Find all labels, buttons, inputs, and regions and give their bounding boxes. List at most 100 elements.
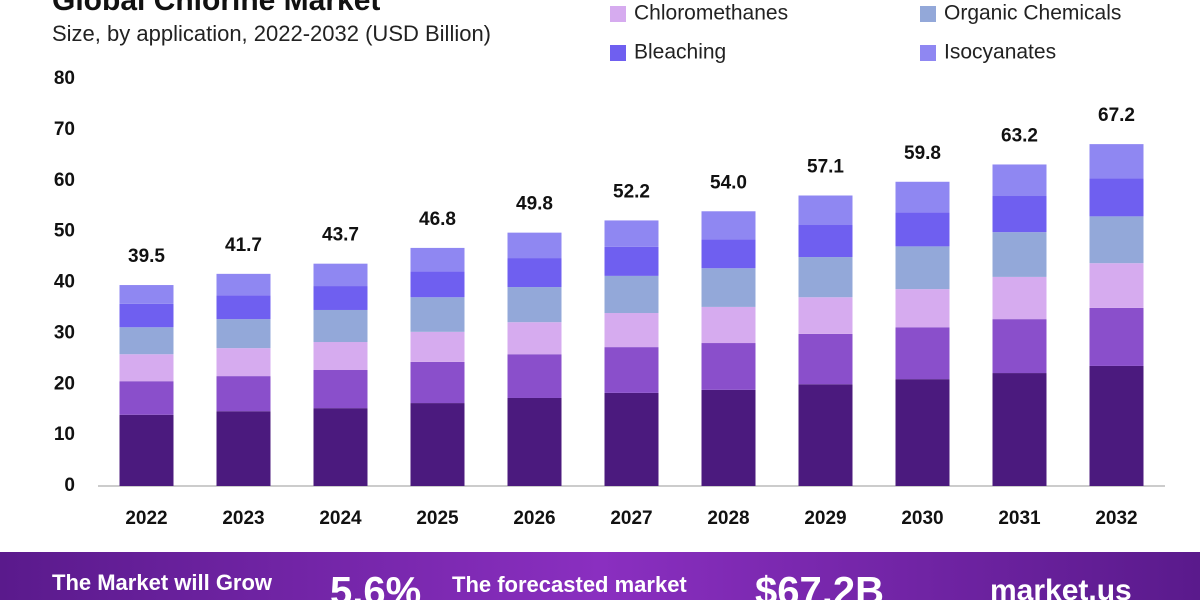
bar-segment	[410, 247, 465, 272]
y-tick-label: 80	[54, 68, 75, 89]
x-tick-label: 2030	[901, 508, 943, 529]
bar-segment	[507, 322, 562, 355]
legend-label: Isocyanates	[944, 41, 1056, 64]
footer-cagr: 5.6%	[330, 570, 421, 600]
bar-segment	[119, 381, 174, 415]
x-tick-label: 2022	[125, 508, 167, 529]
bar-segment	[1089, 144, 1144, 179]
bar-segment	[895, 181, 950, 213]
bar-segment	[992, 276, 1047, 320]
bar-segment	[798, 333, 853, 385]
y-tick-label: 40	[54, 272, 75, 293]
y-tick-label: 20	[54, 373, 75, 394]
bar-segment	[1089, 178, 1144, 217]
legend-label: Organic Chemicals	[944, 2, 1121, 25]
total-label: 49.8	[516, 194, 553, 215]
bar-segment	[798, 225, 853, 258]
bar-segment	[216, 348, 271, 377]
y-tick-label: 10	[54, 424, 75, 445]
x-tick-label: 2028	[707, 508, 749, 529]
bar-segment	[604, 347, 659, 393]
bar-segment	[1089, 263, 1144, 308]
bar-segment	[313, 342, 368, 371]
bar-segment	[798, 297, 853, 334]
bar-segment	[604, 220, 659, 247]
bar-segment	[313, 309, 368, 343]
y-tick-label: 0	[64, 475, 75, 496]
bar-segment	[216, 273, 271, 296]
total-label: 52.2	[613, 181, 650, 202]
bar-segment	[992, 196, 1047, 233]
bar-segment	[216, 295, 271, 320]
bar-segment	[119, 414, 174, 486]
total-label: 41.7	[225, 235, 262, 256]
bar-segment	[798, 257, 853, 298]
total-label: 59.8	[904, 143, 941, 164]
total-label: 57.1	[807, 157, 844, 178]
x-tick-label: 2023	[222, 508, 264, 529]
footer-brand: market.us	[990, 574, 1132, 600]
bar-segment	[216, 411, 271, 486]
total-label: 54.0	[710, 172, 747, 193]
bar-segment	[895, 212, 950, 247]
bar-segment	[604, 246, 659, 276]
legend-swatch	[610, 45, 626, 61]
footer-text: The forecasted market	[452, 572, 687, 597]
bar-segment	[604, 275, 659, 314]
legend-label: Chloromethanes	[634, 2, 788, 25]
bar-segment	[798, 195, 853, 226]
bar-segment	[701, 389, 756, 486]
bar-segment	[119, 354, 174, 382]
bar-segment	[507, 354, 562, 398]
footer-value: $67.2B	[755, 570, 884, 600]
chart-title: Global Chlorine Market	[52, 0, 380, 17]
bar-segment	[992, 164, 1047, 197]
bar-segment	[1089, 307, 1144, 366]
bar-segment	[410, 403, 465, 486]
x-tick-label: 2026	[513, 508, 555, 529]
x-tick-label: 2029	[804, 508, 846, 529]
total-label: 43.7	[322, 225, 359, 246]
bar-segment	[701, 343, 756, 390]
x-tick-label: 2025	[416, 508, 459, 529]
bar-segment	[701, 211, 756, 240]
footer-banner	[0, 552, 1200, 600]
y-tick-label: 70	[54, 119, 75, 140]
bar-segment	[798, 384, 853, 486]
bar-segment	[313, 370, 368, 409]
bar-segment	[410, 331, 465, 362]
bar-segment	[313, 408, 368, 486]
bar-segment	[507, 287, 562, 323]
legend-swatch	[920, 6, 936, 22]
bar-segment	[895, 246, 950, 290]
x-tick-label: 2031	[998, 508, 1041, 529]
bar-segment	[410, 271, 465, 298]
total-label: 63.2	[1001, 125, 1038, 146]
bar-segment	[507, 397, 562, 486]
bar-segment	[119, 327, 174, 355]
total-label: 67.2	[1098, 105, 1135, 126]
bar-segment	[1089, 216, 1144, 264]
x-tick-label: 2032	[1095, 508, 1137, 529]
legend-swatch	[920, 45, 936, 61]
bar-segment	[992, 232, 1047, 277]
legend-swatch	[610, 6, 626, 22]
bar-segment	[216, 376, 271, 412]
y-tick-label: 50	[54, 221, 75, 242]
bar-segment	[895, 379, 950, 486]
bar-segment	[216, 319, 271, 349]
bar-segment	[992, 373, 1047, 486]
y-tick-label: 60	[54, 170, 75, 191]
bar-segment	[604, 392, 659, 486]
bar-segment	[119, 285, 174, 304]
total-label: 39.5	[128, 246, 165, 267]
footer-text: The Market will Grow	[52, 570, 273, 595]
bar-segment	[604, 313, 659, 348]
bar-segment	[895, 289, 950, 328]
total-label: 46.8	[419, 209, 456, 230]
chart-subtitle: Size, by application, 2022-2032 (USD Bil…	[52, 21, 491, 46]
bar-segment	[701, 239, 756, 269]
bar-segment	[313, 263, 368, 287]
bar-segment	[992, 319, 1047, 374]
